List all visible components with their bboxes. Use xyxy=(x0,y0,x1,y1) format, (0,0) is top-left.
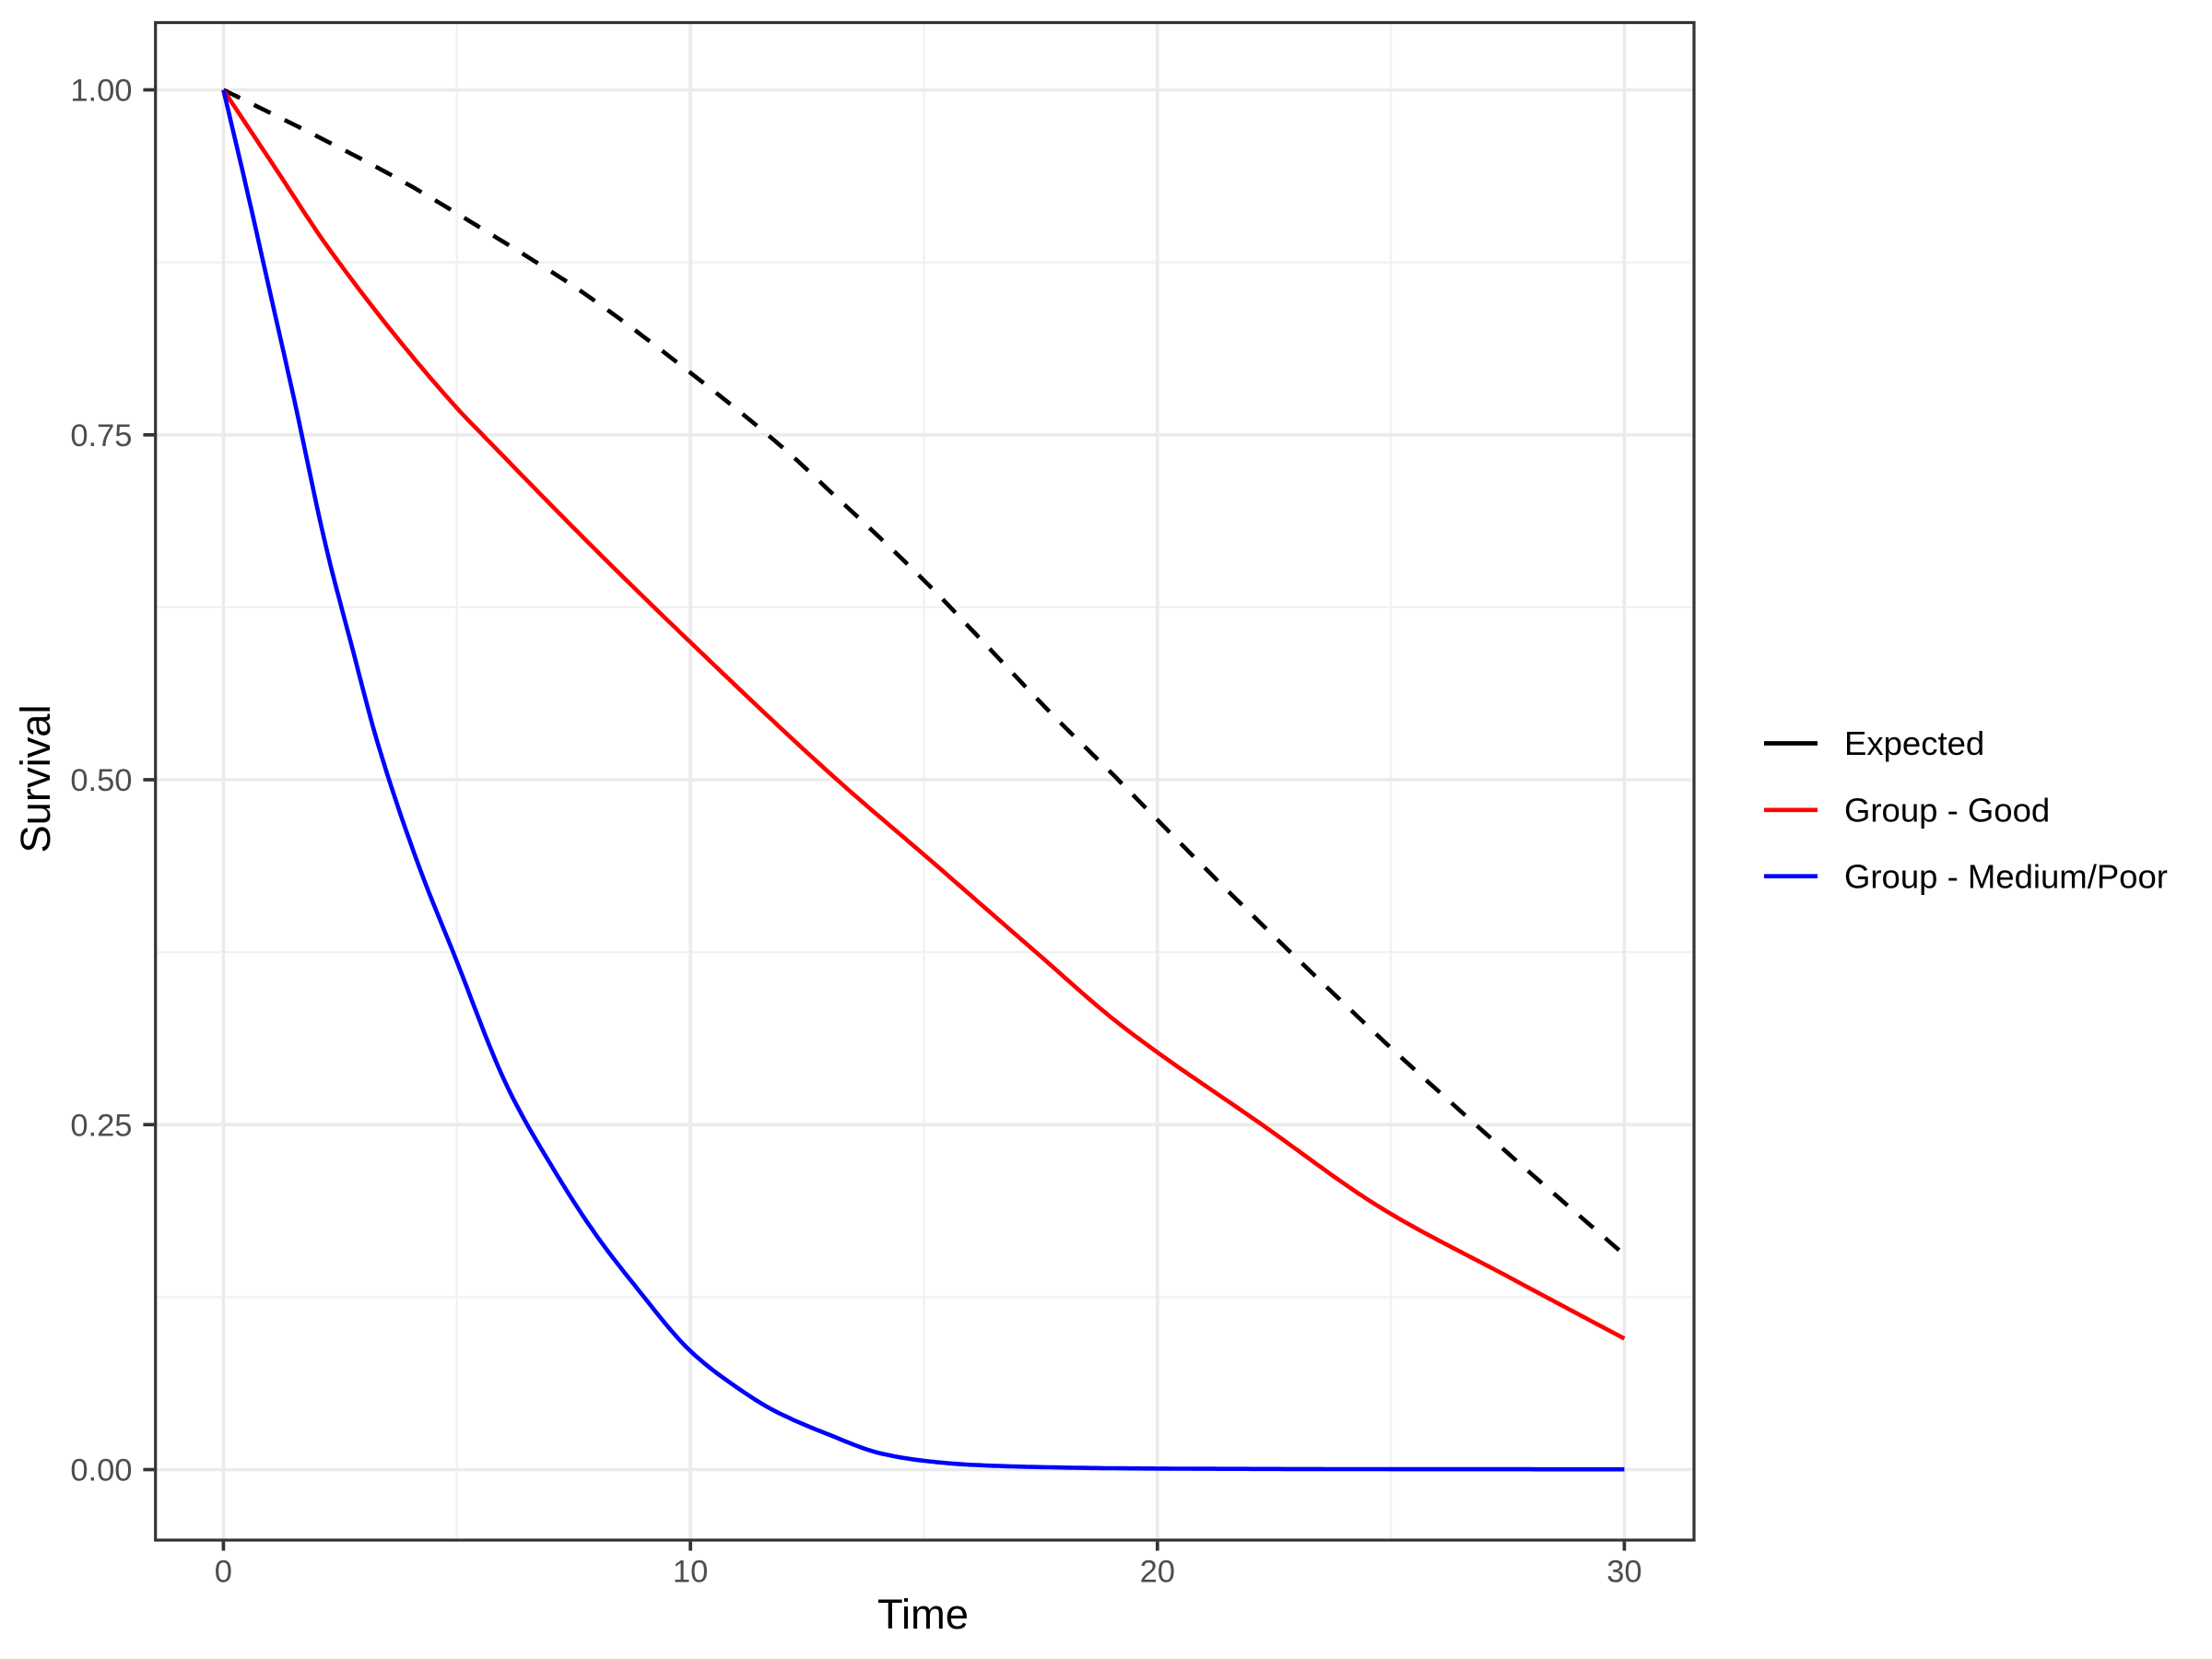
svg-text:0.00: 0.00 xyxy=(70,1453,132,1488)
svg-text:0.75: 0.75 xyxy=(70,418,132,453)
svg-text:30: 30 xyxy=(1606,1555,1641,1590)
svg-text:0.50: 0.50 xyxy=(70,763,132,798)
svg-text:Group - Good: Group - Good xyxy=(1844,791,2050,829)
svg-text:0: 0 xyxy=(215,1555,232,1590)
svg-text:Time: Time xyxy=(877,1591,969,1638)
svg-text:Expected: Expected xyxy=(1844,724,1984,762)
svg-text:10: 10 xyxy=(673,1555,708,1590)
svg-text:Survival: Survival xyxy=(12,704,59,853)
svg-text:1.00: 1.00 xyxy=(70,74,132,109)
svg-text:Group - Medium/Poor: Group - Medium/Poor xyxy=(1844,857,2168,895)
svg-text:0.25: 0.25 xyxy=(70,1108,132,1143)
svg-text:20: 20 xyxy=(1140,1555,1175,1590)
